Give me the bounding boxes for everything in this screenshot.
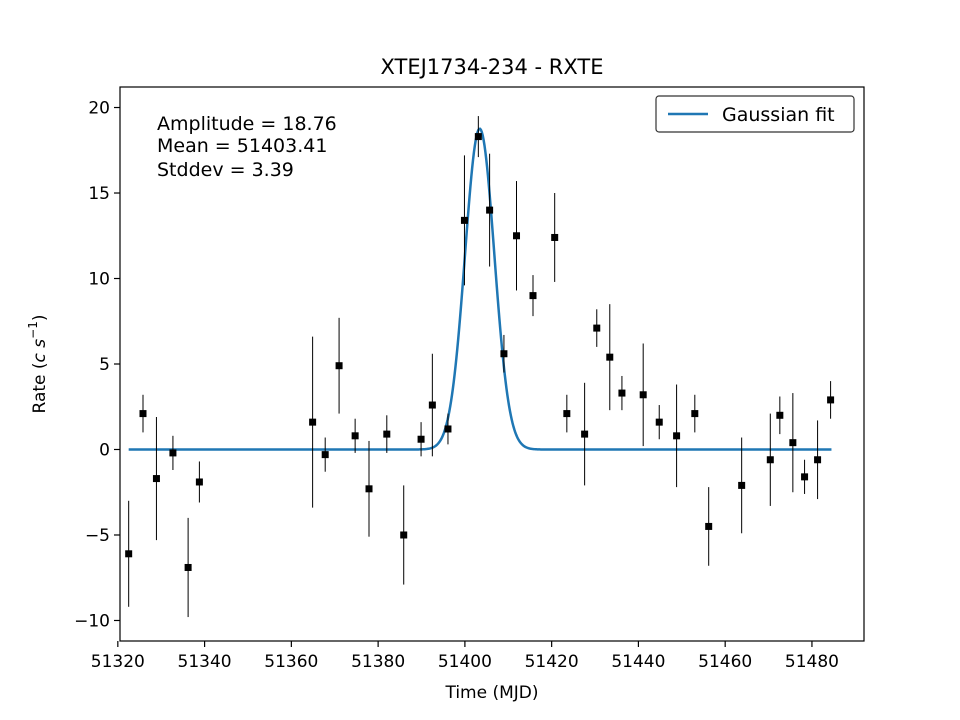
data-point-28 xyxy=(639,391,647,399)
y-axis-title-suffix: ) xyxy=(30,315,50,322)
gaussian-fit-line xyxy=(128,127,832,451)
x-tick-label-8: 51480 xyxy=(785,652,839,672)
data-point-13 xyxy=(417,435,425,443)
data-point-34 xyxy=(766,456,774,464)
data-point-12 xyxy=(400,531,408,539)
legend: Gaussian fit xyxy=(655,95,855,133)
data-point-25 xyxy=(593,324,601,332)
x-tick-label-3: 51380 xyxy=(351,652,405,672)
data-point-36 xyxy=(789,439,797,447)
data-point-24 xyxy=(581,430,589,438)
data-point-33 xyxy=(738,481,746,489)
data-point-14 xyxy=(428,401,436,409)
data-point-39 xyxy=(827,396,835,404)
data-point-29 xyxy=(655,418,663,426)
data-point-9 xyxy=(351,432,359,440)
fit-parameters: Amplitude = 18.76 Mean = 51403.41 Stddev… xyxy=(157,113,337,181)
data-point-23 xyxy=(563,410,571,418)
y-tick-label-2: 0 xyxy=(99,440,110,460)
data-point-32 xyxy=(705,522,713,530)
y-tick-label-6: 20 xyxy=(88,99,110,119)
x-tick-label-2: 51360 xyxy=(264,652,318,672)
y-axis-title-unit: c s xyxy=(30,339,50,363)
annotation-amplitude: Amplitude = 18.76 xyxy=(157,113,337,135)
y-axis: −10 −5 0 5 10 15 20 xyxy=(74,99,120,631)
chart-title: XTEJ1734-234 - RXTE xyxy=(380,55,603,79)
data-point-8 xyxy=(335,362,343,370)
x-axis: 51320 51340 51360 51380 51400 51420 51440 51460… xyxy=(91,641,839,672)
x-tick-label-5: 51420 xyxy=(525,652,579,672)
data-point-4 xyxy=(184,563,192,571)
x-tick-label-7: 51460 xyxy=(698,652,752,672)
legend-box xyxy=(655,95,855,133)
data-point-26 xyxy=(606,353,614,361)
y-tick-label-0: −10 xyxy=(74,611,110,631)
data-point-0 xyxy=(125,550,133,558)
y-tick-label-3: 5 xyxy=(99,355,110,375)
y-tick-label-5: 15 xyxy=(88,184,110,204)
data-point-20 xyxy=(513,232,521,240)
y-axis-title: Rate (c s−1) xyxy=(26,315,50,414)
data-point-31 xyxy=(691,410,699,418)
data-point-16 xyxy=(460,216,468,224)
data-point-17 xyxy=(474,133,482,141)
data-point-3 xyxy=(169,449,177,457)
data-point-35 xyxy=(776,411,784,419)
x-tick-label-6: 51440 xyxy=(611,652,665,672)
annotation-stddev: Stddev = 3.39 xyxy=(157,159,294,181)
y-axis-title-prefix: Rate ( xyxy=(30,362,50,413)
fit-layer xyxy=(128,127,832,451)
y-axis-title-exponent: −1 xyxy=(26,321,40,339)
x-tick-label-4: 51400 xyxy=(438,652,492,672)
data-point-15 xyxy=(444,425,452,433)
x-axis-title: Time (MJD) xyxy=(444,683,538,703)
x-tick-label-0: 51320 xyxy=(91,652,145,672)
data-point-1 xyxy=(139,410,147,418)
data-point-30 xyxy=(673,432,681,440)
x-tick-label-1: 51340 xyxy=(178,652,232,672)
data-point-7 xyxy=(321,451,329,459)
annotation-mean: Mean = 51403.41 xyxy=(157,135,327,157)
data-point-38 xyxy=(814,456,822,464)
y-tick-label-4: 10 xyxy=(88,270,110,290)
data-point-22 xyxy=(551,233,559,241)
data-points-layer xyxy=(125,116,835,618)
data-point-2 xyxy=(152,475,160,483)
data-point-37 xyxy=(801,473,809,481)
data-point-6 xyxy=(309,418,317,426)
data-point-18 xyxy=(486,206,494,214)
data-point-27 xyxy=(618,389,626,397)
legend-label-gaussian-fit: Gaussian fit xyxy=(722,104,835,126)
data-point-5 xyxy=(195,478,203,486)
data-point-21 xyxy=(529,292,537,300)
data-point-19 xyxy=(500,350,508,358)
y-tick-label-1: −5 xyxy=(85,526,110,546)
data-point-11 xyxy=(383,430,391,438)
data-point-10 xyxy=(365,485,373,493)
